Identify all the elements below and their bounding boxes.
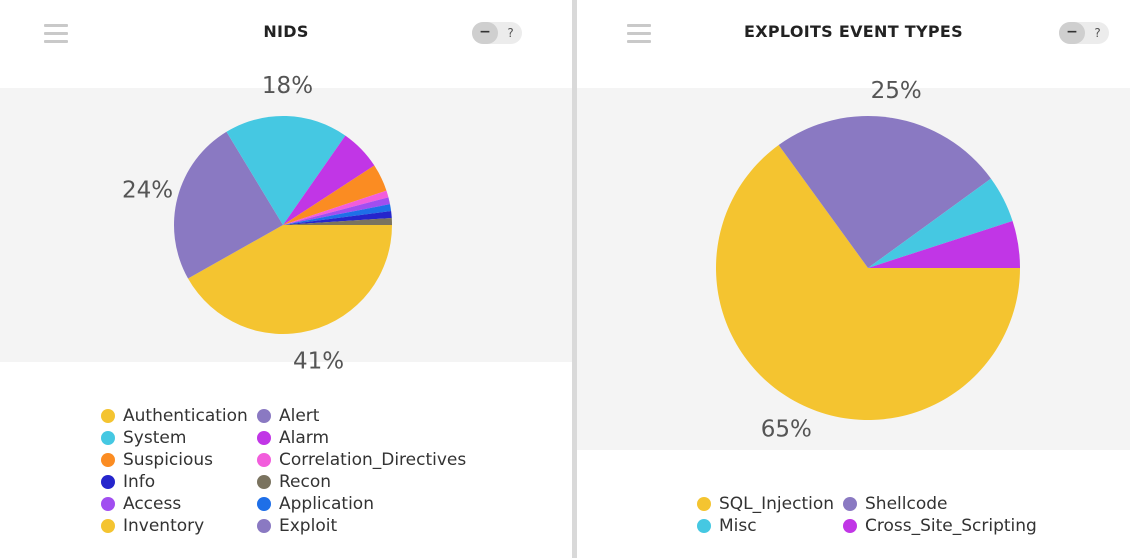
- legend-swatch-icon: [697, 497, 711, 511]
- legend-label: Alert: [279, 406, 320, 426]
- legend-swatch-icon: [257, 431, 271, 445]
- pie-slice-cross-site-scripting[interactable]: [868, 221, 1020, 268]
- slice-percent-label: 18%: [262, 73, 313, 99]
- pie-slice-misc[interactable]: [868, 178, 1013, 268]
- chart-legend: SQL_Injection Shellcode Misc Cross_Site_Scr…: [697, 493, 1117, 543]
- legend-label: Recon: [279, 472, 332, 492]
- chart-area: 65% 25%: [577, 78, 1130, 450]
- slice-percent-label: 25%: [871, 78, 922, 104]
- legend-label: SQL_Injection: [719, 494, 835, 514]
- legend-label: System: [123, 428, 187, 448]
- pie-slice-application[interactable]: [283, 204, 392, 225]
- legend-swatch-icon: [101, 519, 115, 533]
- legend-swatch-icon: [101, 431, 115, 445]
- legend-swatch-icon: [101, 475, 115, 489]
- legend-swatch-icon: [257, 453, 271, 467]
- legend-swatch-icon: [257, 409, 271, 423]
- hamburger-menu-icon[interactable]: [44, 24, 68, 44]
- panel-header: NIDS − ?: [0, 0, 572, 66]
- chart-area: 41% 24% 18%: [0, 73, 572, 374]
- pie-slice-correlation-directives[interactable]: [283, 190, 389, 225]
- legend-swatch-icon: [843, 497, 857, 511]
- legend-label: Exploit: [279, 516, 338, 536]
- legend-label: Cross_Site_Scripting: [865, 516, 1037, 536]
- legend-label: Authentication: [123, 406, 248, 426]
- minimize-button[interactable]: −: [472, 22, 498, 44]
- pie-slice-suspicious[interactable]: [283, 165, 387, 225]
- legend-label: Misc: [719, 516, 757, 536]
- pie-slice-info[interactable]: [283, 211, 392, 225]
- chart-legend: Authentication Alert System Alarm Suspicious…: [101, 405, 521, 545]
- legend-label: Alarm: [279, 428, 330, 448]
- pie-slice-authentication[interactable]: [188, 225, 392, 334]
- pie-slice-access[interactable]: [283, 197, 390, 225]
- help-button[interactable]: ?: [1094, 26, 1101, 40]
- legend-swatch-icon: [257, 497, 271, 511]
- nids-pie-chart: 41% 24% 18%: [122, 73, 392, 374]
- slice-percent-label: 65%: [761, 416, 812, 442]
- legend-swatch-icon: [101, 409, 115, 423]
- slice-percent-label: 24%: [122, 177, 173, 203]
- help-button[interactable]: ?: [507, 26, 514, 40]
- panel-header: EXPLOITS EVENT TYPES − ?: [577, 0, 1130, 66]
- legend-swatch-icon: [697, 519, 711, 533]
- hamburger-menu-icon[interactable]: [627, 24, 651, 44]
- pie-slice-alarm[interactable]: [283, 135, 375, 225]
- pie-slice-recon[interactable]: [283, 218, 392, 225]
- panel-title: EXPLOITS EVENT TYPES: [744, 22, 963, 41]
- exploits-pie-chart: 65% 25%: [716, 78, 1020, 442]
- legend-label: Application: [279, 494, 374, 514]
- legend-label: Inventory: [123, 516, 205, 536]
- nids-panel: NIDS − ? 41% 24% 18% Authentication Alert Sy…: [0, 0, 572, 545]
- legend-label: Access: [123, 494, 182, 514]
- legend-label: Correlation_Directives: [279, 450, 467, 470]
- pie-slice-shellcode[interactable]: [778, 116, 991, 268]
- legend-swatch-icon: [843, 519, 857, 533]
- exploits-panel: EXPLOITS EVENT TYPES − ? 65% 25% SQL_Inje…: [577, 0, 1130, 558]
- panel-title: NIDS: [263, 22, 309, 41]
- pie-slice-exploit[interactable]: [173, 131, 283, 279]
- legend-label: Info: [123, 472, 156, 492]
- legend-label: Shellcode: [865, 494, 948, 514]
- legend-label: Suspicious: [123, 450, 214, 470]
- slice-percent-label: 41%: [293, 348, 344, 374]
- panel-controls: − ?: [472, 22, 522, 44]
- legend-swatch-icon: [101, 497, 115, 511]
- pie-slice-sql-injection[interactable]: [716, 145, 1020, 421]
- legend-swatch-icon: [257, 519, 271, 533]
- legend-swatch-icon: [257, 475, 271, 489]
- minimize-button[interactable]: −: [1059, 22, 1085, 44]
- panel-divider: [572, 0, 577, 558]
- legend-swatch-icon: [101, 453, 115, 467]
- panel-controls: − ?: [1059, 22, 1109, 44]
- pie-slice-system[interactable]: [226, 116, 346, 225]
